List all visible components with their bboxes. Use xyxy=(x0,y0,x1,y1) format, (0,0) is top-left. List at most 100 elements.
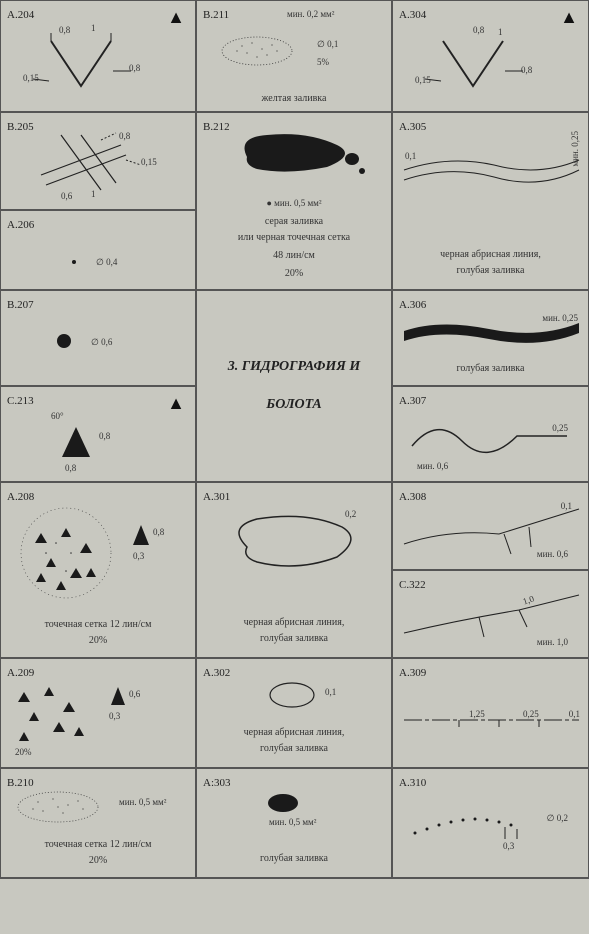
cell-a204: А.204 ▲ 0,8 1 0,15 0,8 xyxy=(0,0,196,112)
note: мин. 0,5 мм² xyxy=(269,817,316,829)
cell-a301: А.301 0,2 черная абрисная линия, голубая… xyxy=(196,482,392,658)
scattered-triangles-icon xyxy=(9,677,99,757)
dim: 0,2 xyxy=(345,509,356,521)
cell-a305: А.305 0,1 мин. 0,25 черная абрисная лини… xyxy=(392,112,589,290)
note: 20% xyxy=(1,634,195,647)
note: мин. 1,0 xyxy=(537,637,568,649)
note: 20% xyxy=(197,267,391,280)
dim: 0,8 xyxy=(129,63,140,75)
dot-icon xyxy=(71,259,81,269)
dim: 0,8 xyxy=(65,463,76,475)
dim: мин. 0,25 xyxy=(570,131,582,167)
cell-a310: А.310 0,3 ∅ 0,2 xyxy=(392,768,589,878)
cell-a304: А.304 ▲ 0,8 1 0,15 0,8 xyxy=(392,0,589,112)
note: ∅ 0,4 xyxy=(96,257,117,269)
dim: ∅ 0,2 xyxy=(547,813,568,825)
dim: 1 xyxy=(91,23,96,35)
code-b205: В.205 xyxy=(7,121,34,133)
blob-icon xyxy=(227,127,377,187)
section-title-2: БОЛОТА xyxy=(266,397,321,413)
dim: 0,3 xyxy=(109,711,120,723)
note: черная абрисная линия, xyxy=(197,726,391,739)
dim: 0,8 xyxy=(99,431,110,443)
note: мин. 0,6 xyxy=(537,549,568,561)
code-a307: А.307 xyxy=(399,395,426,407)
dim: 0,15 xyxy=(415,75,431,87)
note: голубая заливка xyxy=(393,264,588,277)
dotted-curve-icon xyxy=(405,805,575,845)
note: голубая заливка xyxy=(197,852,391,865)
note: голубая заливка xyxy=(393,362,588,375)
dotted-area-icon xyxy=(13,787,113,827)
cell-a206: А.206 ∅ 0,4 xyxy=(0,210,196,290)
cell-a307: А.307 0,25 мин. 0,6 xyxy=(392,386,589,482)
code-b212: В.212 xyxy=(203,121,230,133)
cell-a302: А.302 0,1 черная абрисная линия, голубая… xyxy=(196,658,392,768)
note: 20% xyxy=(15,747,32,759)
dim: 0,3 xyxy=(133,551,144,563)
north-arrow-icon: ▲ xyxy=(167,393,185,414)
cell-b207: В.207 ∅ 0,6 xyxy=(0,290,196,386)
dim: 0,8 xyxy=(153,527,164,539)
note: черная абрисная линия, xyxy=(393,248,588,261)
note: точечная сетка 12 лин/см xyxy=(1,618,195,631)
code-a306: А.306 xyxy=(399,299,426,311)
note: или черная точечная сетка xyxy=(197,231,391,244)
dim: 0,1 xyxy=(561,501,572,513)
note: 48 лин/см xyxy=(197,249,391,262)
note: 5% xyxy=(317,57,329,69)
note: желтая заливка xyxy=(197,92,391,105)
triangle-icon xyxy=(131,523,151,547)
dot-icon: ● xyxy=(266,198,274,208)
triangle-icon xyxy=(56,423,96,463)
dim: 0,8 xyxy=(521,65,532,77)
note: черная абрисная линия, xyxy=(197,616,391,629)
cell-c322: С.322 1,0 мин. 1,0 xyxy=(392,570,589,658)
cell-b211: В.211 мин. 0,2 мм² ∅ 0,1 5% желтая залив… xyxy=(196,0,392,112)
cell-b212: В.212 ● мин. 0,5 мм² серая заливка или ч… xyxy=(196,112,392,290)
dim: 0,6 xyxy=(61,191,72,203)
dim: 0,15 xyxy=(23,73,39,85)
dim: 0,8 xyxy=(473,25,484,37)
north-arrow-icon: ▲ xyxy=(560,7,578,28)
wave-icon xyxy=(407,411,577,461)
dim: 0,25 xyxy=(523,709,539,721)
cell-a209: А.209 0,6 0,3 20% xyxy=(0,658,196,768)
note: мин. 0,2 мм² xyxy=(287,9,334,21)
note: серая заливка xyxy=(197,215,391,228)
dim: мин. 0,25 xyxy=(542,313,578,325)
north-arrow-icon: ▲ xyxy=(167,7,185,28)
cell-a308: А.308 0,1 мин. 0,6 xyxy=(392,482,589,570)
small-oval-icon xyxy=(267,679,327,714)
dim: 0,3 xyxy=(503,841,514,853)
dim: 1,25 xyxy=(469,709,485,721)
code-a206: А.206 xyxy=(7,219,34,231)
cell-a208: А.208 0,8 0,3 точечная сетка 12 лин/см 2… xyxy=(0,482,196,658)
dim: 0,8 xyxy=(119,131,130,143)
stream-icon xyxy=(399,135,584,205)
code-a310: А.310 xyxy=(399,777,426,789)
note: мин. 0,5 мм² xyxy=(274,198,321,208)
dim: 60° xyxy=(51,411,64,423)
code-a208: А.208 xyxy=(7,491,34,503)
dim: 0,25 xyxy=(552,423,568,435)
note: мин. 0,5 мм² xyxy=(119,797,166,809)
note: точечная сетка 12 лин/см xyxy=(1,838,195,851)
small-blob-icon xyxy=(265,791,305,815)
dim: 0,1 xyxy=(325,687,336,699)
dashed-line-icon xyxy=(399,705,584,735)
dim: 0,15 xyxy=(141,157,157,169)
scattered-triangles-icon xyxy=(11,503,121,603)
page-bottom xyxy=(0,878,589,934)
dim: 0,1 xyxy=(405,151,416,163)
symbol-grid: А.204 ▲ 0,8 1 0,15 0,8 В.211 мин. 0,2 мм… xyxy=(0,0,589,934)
cell-b210: В.210 мин. 0,5 мм² точечная сетка 12 лин… xyxy=(0,768,196,878)
code-a304: А.304 xyxy=(399,9,426,21)
cell-a306: А.306 мин. 0,25 голубая заливка xyxy=(392,290,589,386)
note: 20% xyxy=(1,854,195,867)
code-b207: В.207 xyxy=(7,299,34,311)
cell-c213: С.213 ▲ 60° 0,8 0,8 xyxy=(0,386,196,482)
note: голубая заливка xyxy=(197,742,391,755)
code-a303: А:303 xyxy=(203,777,231,789)
dim: 1 xyxy=(498,27,503,39)
